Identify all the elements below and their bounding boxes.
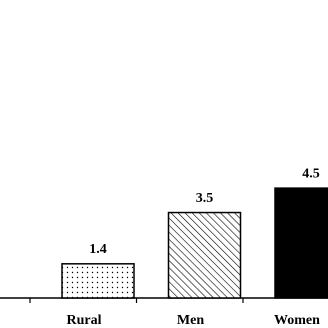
bar [274, 187, 328, 299]
value-label: 1.4 [89, 242, 107, 257]
x-tick-label: Women [274, 313, 320, 328]
bar [61, 263, 135, 299]
x-tick-label: Rural [67, 313, 102, 328]
bar [167, 211, 242, 299]
value-label: 4.5 [302, 166, 320, 181]
value-label: 3.5 [196, 191, 214, 206]
x-tick-label: Men [177, 313, 204, 328]
